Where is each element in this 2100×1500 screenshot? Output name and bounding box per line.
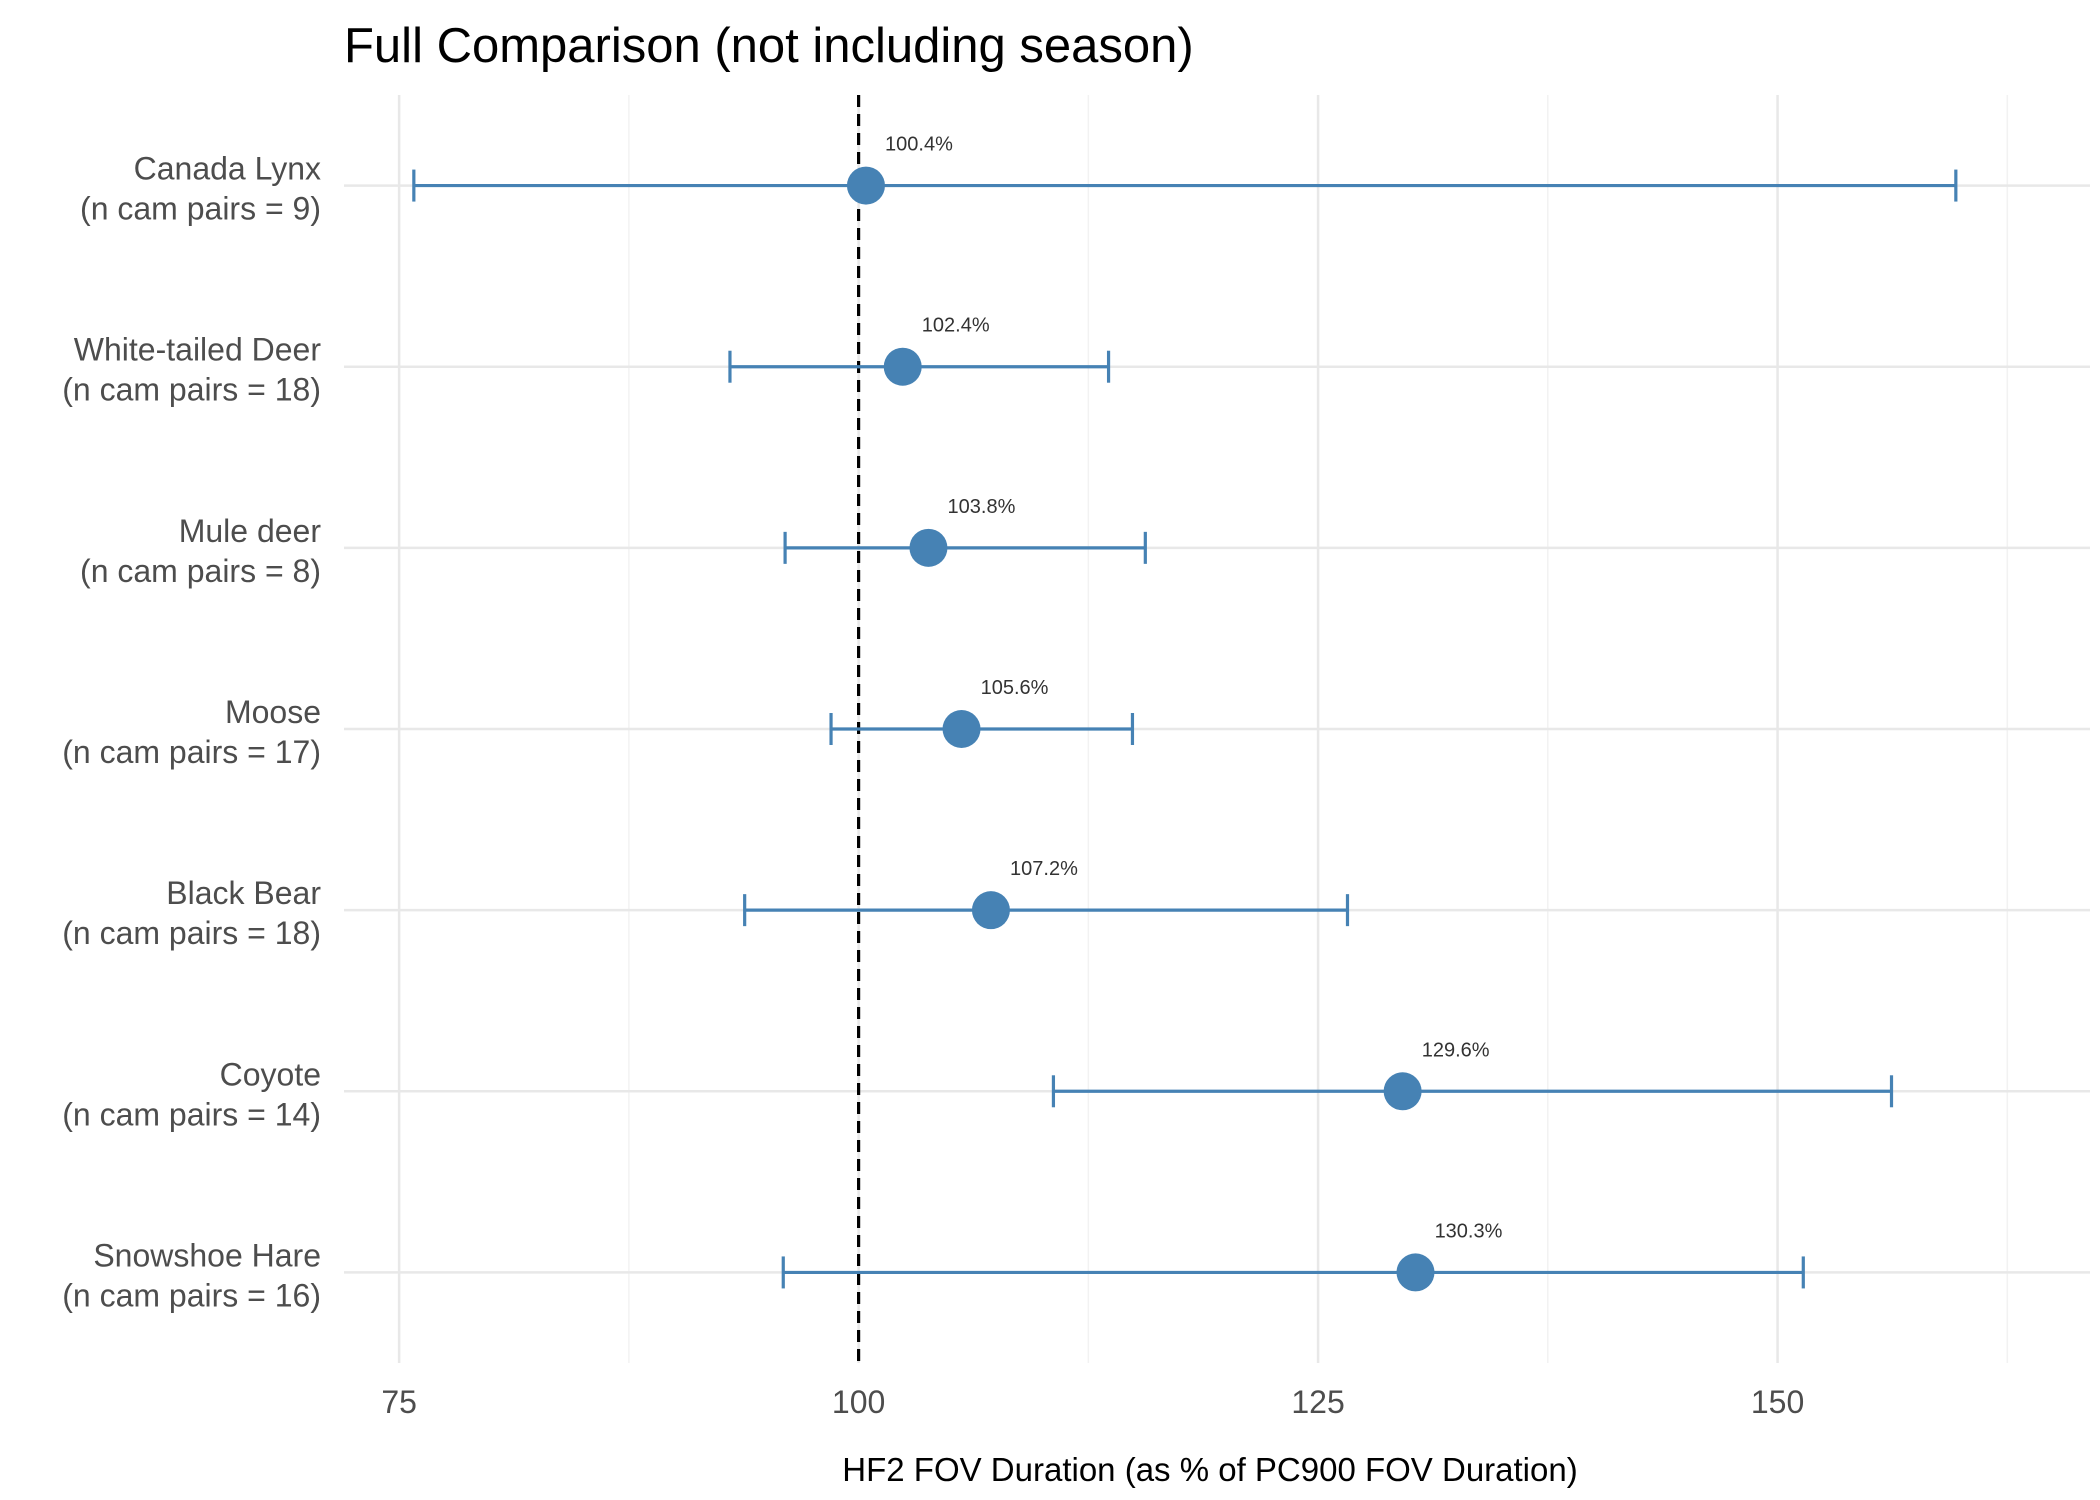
y-tick-label: Mule deer (n cam pairs = 8) [80,513,321,589]
x-axis-label: HF2 FOV Duration (as % of PC900 FOV Dura… [842,1451,1577,1488]
data-label: 103.8% [948,496,1016,518]
data-label: 129.6% [1422,1039,1490,1061]
y-tick-label: Snowshoe Hare (n cam pairs = 16) [62,1237,321,1313]
labels: 100.4% Canada Lynx (n cam pairs = 9) 102.4%… [62,134,1502,1314]
points [846,166,1435,1292]
y-tick-label: White-tailed Deer (n cam pairs = 18) [62,332,321,408]
x-tick-label: 150 [1751,1384,1804,1420]
x-tick-label: 100 [832,1384,885,1420]
data-point [909,528,948,567]
data-label: 107.2% [1010,858,1078,880]
data-point [1383,1072,1422,1111]
chart-title: Full Comparison (not including season) [344,19,1194,73]
y-tick-label: Black Bear (n cam pairs = 18) [62,875,321,951]
data-point [942,710,981,748]
y-tick-label: Coyote (n cam pairs = 14) [62,1056,321,1132]
x-tick-label: 75 [381,1384,417,1420]
data-point [883,347,922,386]
data-label: 105.6% [981,677,1049,699]
data-label: 130.3% [1435,1220,1503,1242]
data-point [846,166,885,205]
y-tick-label: Moose (n cam pairs = 17) [62,694,321,770]
data-point [1396,1253,1435,1292]
grid: 75 100 125 150 [344,95,2090,1420]
data-label: 100.4% [885,134,953,156]
error-bars [412,169,1958,1289]
data-label: 102.4% [922,315,990,337]
data-point [971,891,1010,930]
x-tick-label: 125 [1291,1384,1344,1420]
y-tick-label: Canada Lynx (n cam pairs = 9) [80,151,321,227]
